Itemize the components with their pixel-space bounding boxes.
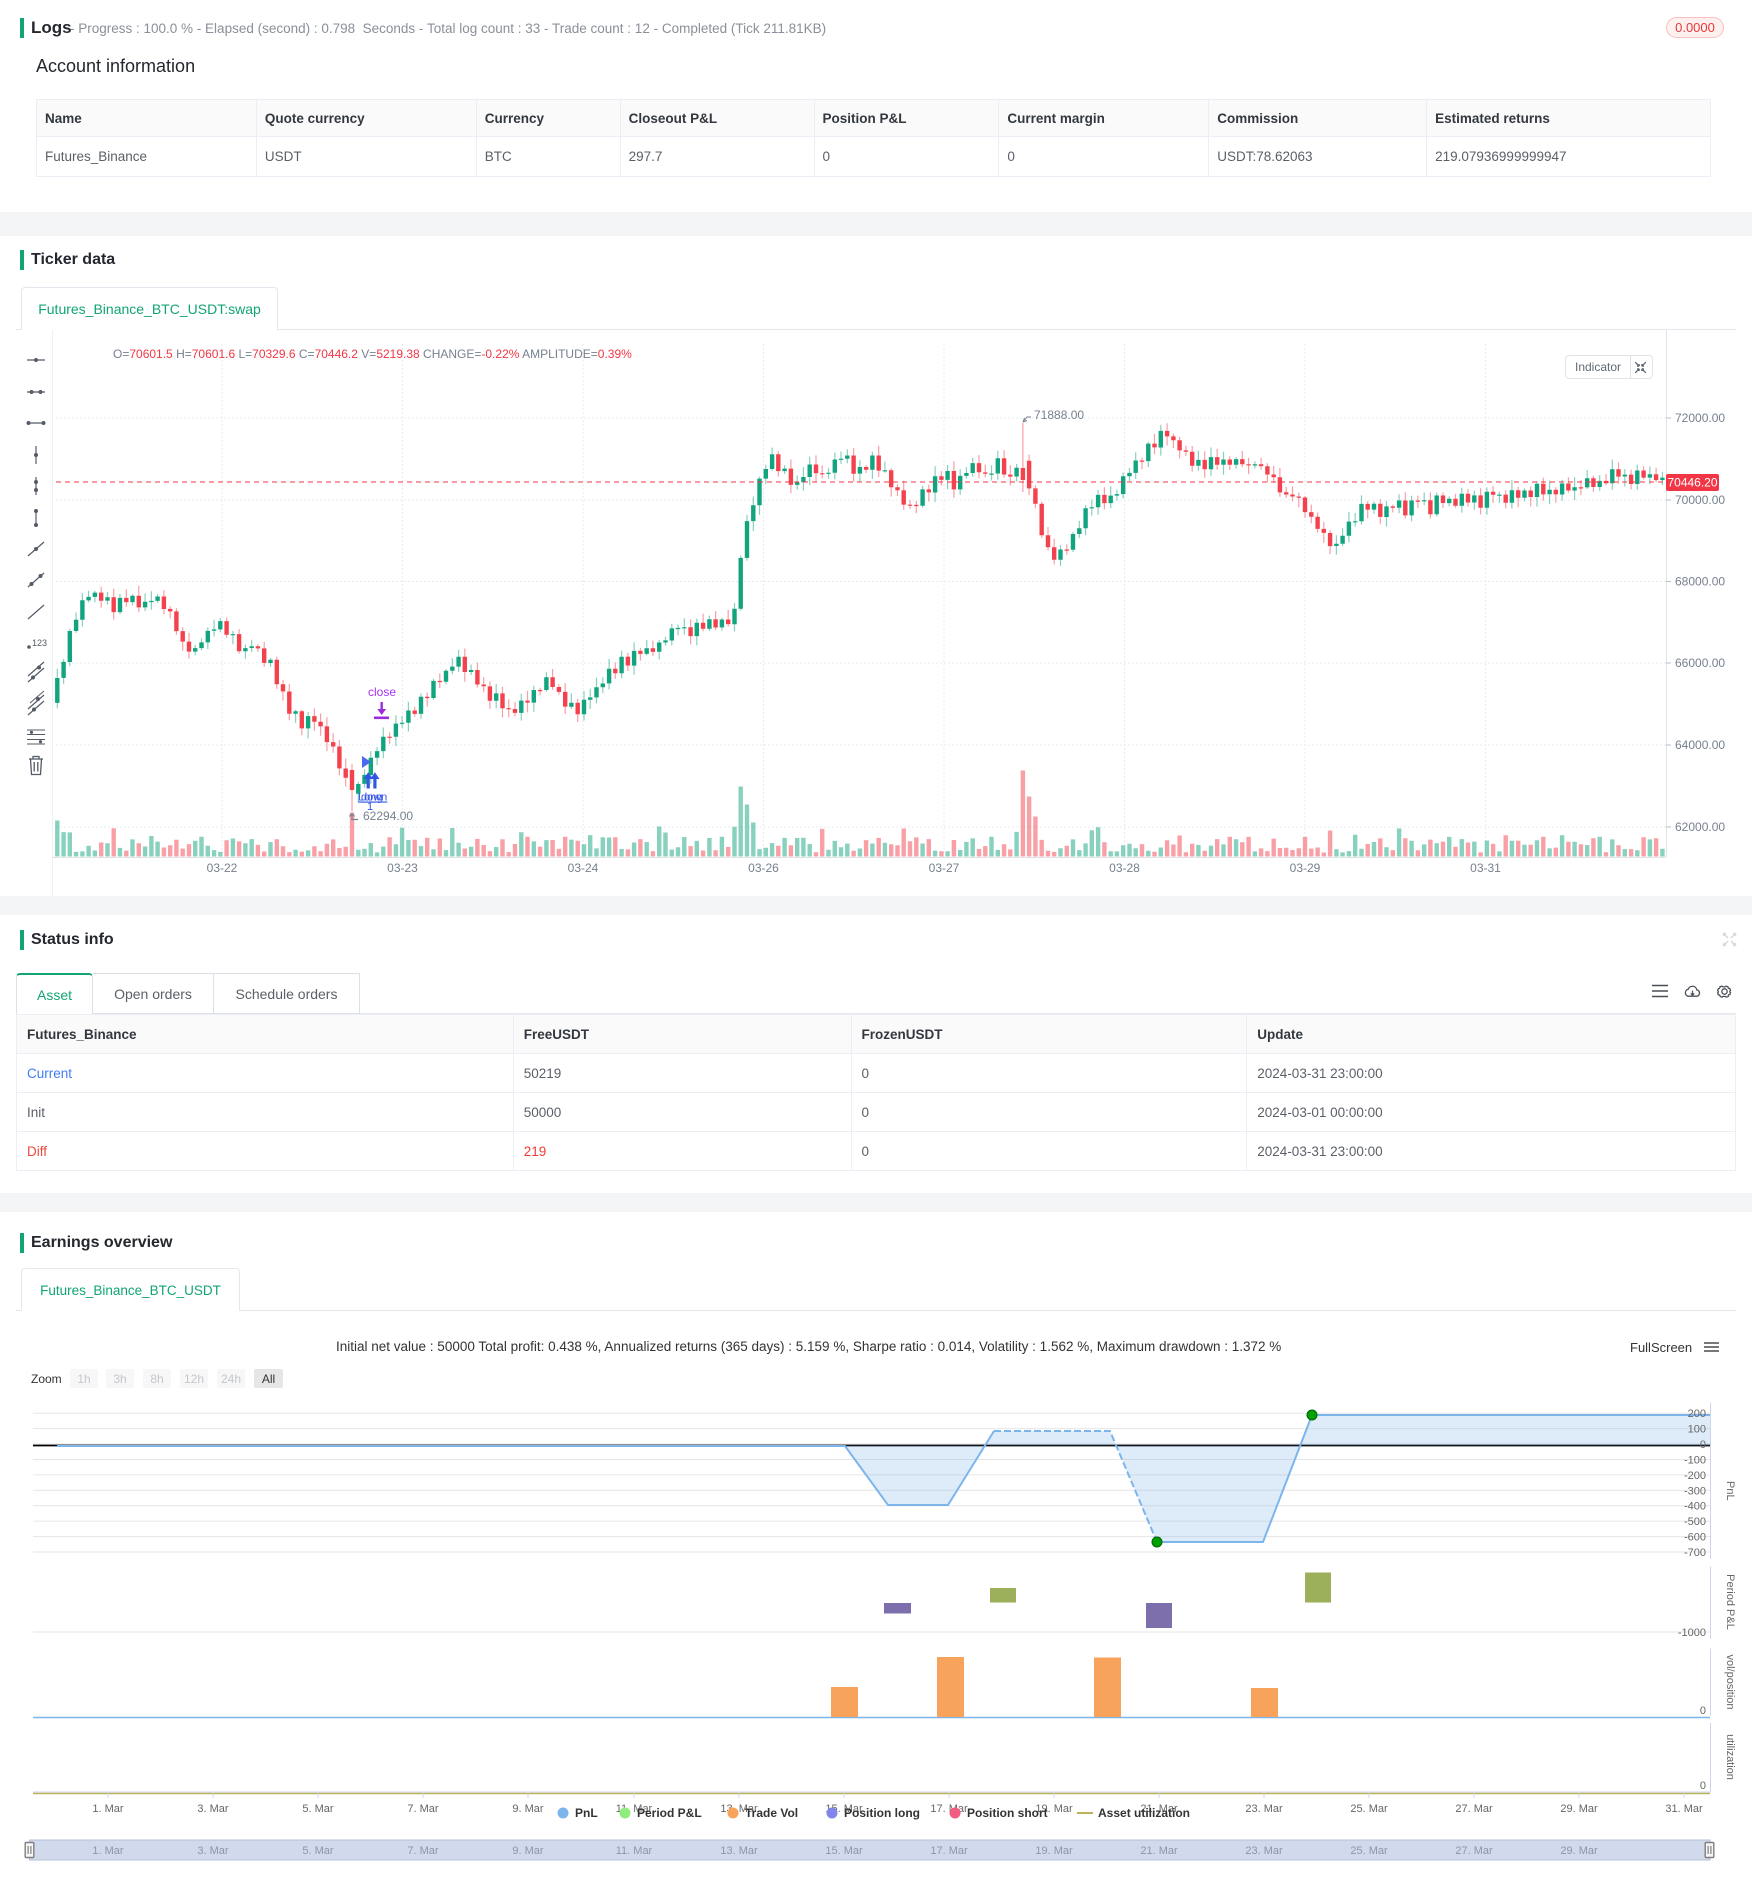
svg-text:70446.20: 70446.20 (1667, 476, 1717, 490)
svg-text:66000.00: 66000.00 (1675, 656, 1725, 670)
svg-text:Asset utilization: Asset utilization (1098, 1806, 1190, 1820)
svg-text:03-23: 03-23 (387, 861, 418, 875)
svg-text:1: 1 (367, 801, 373, 813)
svg-text:19. Mar: 19. Mar (1035, 1803, 1073, 1815)
svg-text:-600: -600 (1684, 1532, 1706, 1544)
svg-text:25. Mar: 25. Mar (1350, 1845, 1388, 1857)
svg-text:70000.00: 70000.00 (1675, 493, 1725, 507)
svg-text:62294.00: 62294.00 (363, 809, 413, 823)
svg-text:0: 0 (1700, 1439, 1706, 1451)
svg-text:17. Mar: 17. Mar (930, 1803, 968, 1815)
svg-text:03-29: 03-29 (1290, 861, 1321, 875)
svg-text:3. Mar: 3. Mar (197, 1803, 229, 1815)
svg-text:-1000: -1000 (1678, 1627, 1706, 1639)
svg-text:Position short: Position short (967, 1806, 1048, 1820)
svg-text:17. Mar: 17. Mar (930, 1845, 968, 1857)
svg-text:PnL: PnL (1724, 1481, 1736, 1501)
svg-text:03-24: 03-24 (568, 861, 599, 875)
svg-text:68000.00: 68000.00 (1675, 575, 1725, 589)
svg-text:-300: -300 (1684, 1485, 1706, 1497)
svg-text:15. Mar: 15. Mar (825, 1845, 863, 1857)
svg-text:23. Mar: 23. Mar (1245, 1845, 1283, 1857)
svg-text:close: close (368, 685, 396, 699)
svg-text:27. Mar: 27. Mar (1455, 1803, 1493, 1815)
svg-text:-400: -400 (1684, 1501, 1706, 1513)
svg-text:-200: -200 (1684, 1470, 1706, 1482)
svg-text:7. Mar: 7. Mar (407, 1845, 439, 1857)
svg-text:03-22: 03-22 (207, 861, 238, 875)
svg-text:Period P&L: Period P&L (1724, 1574, 1736, 1630)
svg-text:Trade Vol: Trade Vol (745, 1806, 798, 1820)
svg-text:200: 200 (1688, 1408, 1706, 1420)
svg-text:03-27: 03-27 (929, 861, 960, 875)
svg-text:27. Mar: 27. Mar (1455, 1845, 1493, 1857)
svg-text:-100: -100 (1684, 1455, 1706, 1467)
svg-text:Long: Long (358, 792, 382, 804)
svg-text:03-26: 03-26 (748, 861, 779, 875)
svg-text:23. Mar: 23. Mar (1245, 1803, 1283, 1815)
svg-text:64000.00: 64000.00 (1675, 738, 1725, 752)
svg-text:21. Mar: 21. Mar (1140, 1803, 1178, 1815)
svg-text:03-28: 03-28 (1109, 861, 1140, 875)
svg-text:03-31: 03-31 (1470, 861, 1501, 875)
svg-text:0: 0 (1700, 1705, 1706, 1717)
svg-text:71888.00: 71888.00 (1034, 408, 1084, 422)
svg-text:-700: -700 (1684, 1547, 1706, 1559)
svg-text:21. Mar: 21. Mar (1140, 1845, 1178, 1857)
svg-text:utilization: utilization (1724, 1734, 1736, 1780)
svg-text:31. Mar: 31. Mar (1665, 1803, 1703, 1815)
svg-text:1. Mar: 1. Mar (92, 1845, 124, 1857)
svg-text:5. Mar: 5. Mar (302, 1803, 334, 1815)
svg-text:7. Mar: 7. Mar (407, 1803, 439, 1815)
svg-text:29. Mar: 29. Mar (1560, 1803, 1598, 1815)
svg-text:Position long: Position long (844, 1806, 920, 1820)
svg-text:9. Mar: 9. Mar (512, 1845, 544, 1857)
svg-text:13. Mar: 13. Mar (720, 1845, 758, 1857)
svg-text:11. Mar: 11. Mar (616, 1845, 653, 1857)
svg-text:100: 100 (1688, 1424, 1706, 1436)
svg-text:-500: -500 (1684, 1516, 1706, 1528)
svg-text:29. Mar: 29. Mar (1560, 1845, 1598, 1857)
svg-text:72000.00: 72000.00 (1675, 411, 1725, 425)
svg-text:9. Mar: 9. Mar (512, 1803, 544, 1815)
svg-text:3. Mar: 3. Mar (197, 1845, 229, 1857)
svg-text:123: 123 (32, 638, 47, 648)
svg-text:down: down (361, 792, 387, 804)
svg-text:Period P&L: Period P&L (637, 1806, 702, 1820)
svg-text:5. Mar: 5. Mar (302, 1845, 334, 1857)
svg-text:1. Mar: 1. Mar (92, 1803, 124, 1815)
svg-text:O=70601.5 H=70601.6 L=70329.6: O=70601.5 H=70601.6 L=70329.6 C=70446.2 … (113, 347, 632, 361)
svg-text:19. Mar: 19. Mar (1035, 1845, 1073, 1857)
svg-text:62000.00: 62000.00 (1675, 820, 1725, 834)
svg-text:PnL: PnL (575, 1806, 598, 1820)
svg-text:0: 0 (1700, 1780, 1706, 1792)
svg-text:25. Mar: 25. Mar (1350, 1803, 1388, 1815)
svg-text:vol/position: vol/position (1724, 1654, 1736, 1709)
